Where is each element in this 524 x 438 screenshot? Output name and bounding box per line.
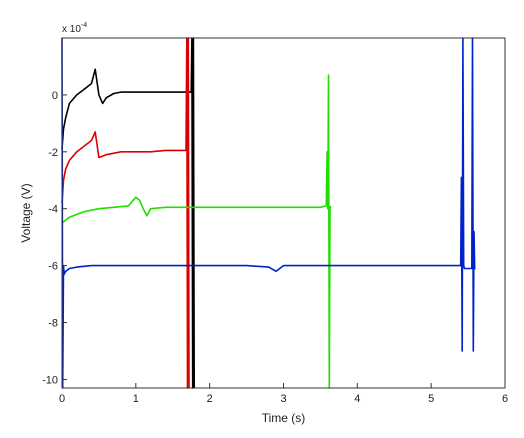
plot-frame	[61, 37, 506, 389]
x-tick-label: 3	[280, 393, 286, 405]
y-axis-multiplier-base: x 10	[62, 24, 81, 35]
series-line-1	[61, 37, 195, 389]
y-tick-label: -10	[42, 374, 58, 386]
series-layer	[61, 37, 476, 389]
axis-layer: 0 1 2 3 4 5 6 0 -2 -4 -6 -8 -10	[42, 90, 508, 405]
series-line-2	[61, 37, 190, 389]
y-tick-label: -8	[48, 318, 58, 330]
y-tick-label: 0	[52, 90, 58, 102]
y-axis-multiplier-exponent: -4	[81, 22, 87, 29]
x-tick-label: 0	[59, 393, 65, 405]
y-tick-label: -2	[48, 147, 58, 159]
y-tick-label: -6	[48, 261, 58, 273]
x-tick-label: 2	[207, 393, 213, 405]
y-axis-title: Voltage (V)	[19, 183, 33, 242]
y-axis-multiplier: x 10-4	[62, 22, 87, 35]
x-tick-label: 5	[428, 393, 434, 405]
series-line-4	[61, 37, 476, 389]
x-tick-label: 6	[502, 393, 508, 405]
x-tick-label: 1	[133, 393, 139, 405]
y-tick-label: -4	[48, 204, 58, 216]
x-tick-label: 4	[354, 393, 360, 405]
series-line-3	[61, 74, 332, 389]
x-axis-title: Time (s)	[262, 411, 306, 425]
